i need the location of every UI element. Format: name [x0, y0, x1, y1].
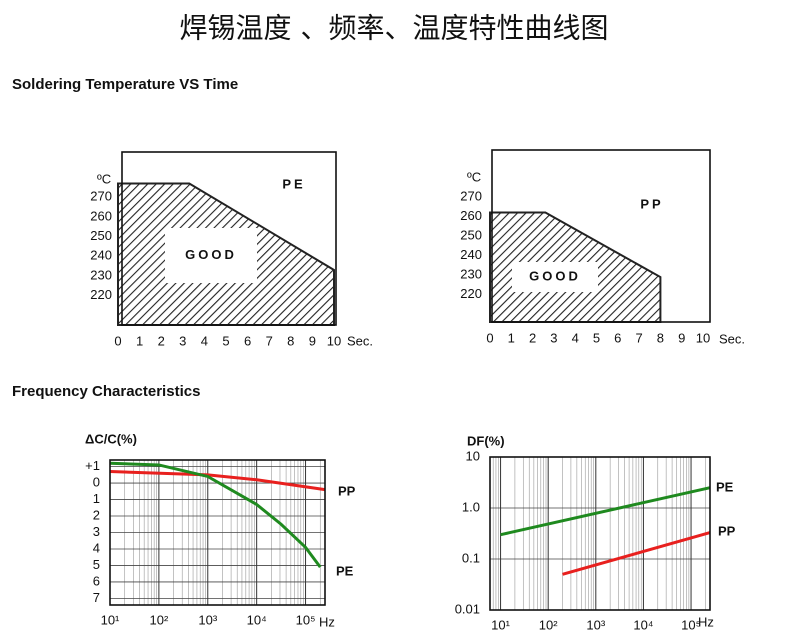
series-line [562, 531, 711, 576]
y-tick-label: 4 [93, 540, 100, 555]
x-tick-label: 4 [201, 333, 208, 348]
x-tick-label: 10³ [586, 617, 605, 632]
y-tick-label: 10 [466, 448, 480, 463]
y-tick-label: 260 [460, 208, 482, 223]
y-tick-label: +1 [85, 458, 100, 473]
page-title: 焊锡温度 、频率、温度特性曲线图 [180, 12, 609, 45]
series-label: PE [336, 563, 354, 578]
section-heading: Soldering Temperature VS Time [12, 76, 238, 93]
y-tick-label: 0.01 [455, 601, 480, 616]
y-tick-label: 230 [460, 267, 482, 282]
y-tick-label: 7 [93, 590, 100, 605]
material-label: PE [282, 176, 305, 191]
x-tick-label: 10⁴ [247, 612, 267, 627]
series-label: PP [718, 523, 736, 538]
y-tick-label: 1.0 [462, 499, 480, 514]
zone-label: GOOD [529, 268, 581, 283]
x-tick-label: 1 [508, 330, 515, 345]
y-tick-label: 1 [93, 491, 100, 506]
plot-frame [489, 456, 711, 611]
y-tick-label: 5 [93, 557, 100, 572]
series-line [109, 461, 322, 568]
x-axis-label: Sec. [719, 331, 745, 346]
x-tick-label: 10² [149, 612, 168, 627]
y-tick-label: 250 [90, 228, 112, 243]
x-tick-label: 6 [614, 330, 621, 345]
x-tick-label: 10 [696, 330, 710, 345]
material-label: PP [640, 196, 663, 211]
x-tick-label: 9 [309, 333, 316, 348]
section-heading: Frequency Characteristics [12, 383, 200, 400]
x-tick-label: 10⁵ [296, 612, 316, 627]
plot-frame [109, 459, 326, 606]
x-tick-label: 7 [266, 333, 273, 348]
x-tick-label: 2 [529, 330, 536, 345]
x-tick-label: 2 [158, 333, 165, 348]
x-tick-label: 5 [593, 330, 600, 345]
y-axis-label: ºC [97, 171, 111, 186]
x-tick-label: 10⁴ [633, 617, 653, 632]
x-tick-label: 10³ [198, 612, 217, 627]
y-tick-label: 6 [93, 573, 100, 588]
y-tick-label: 270 [90, 189, 112, 204]
y-axis-label: DF(%) [467, 433, 505, 448]
x-tick-label: 3 [179, 333, 186, 348]
y-tick-label: 260 [90, 208, 112, 223]
label-box [165, 228, 257, 283]
series-line [109, 470, 326, 492]
x-tick-label: 4 [572, 330, 579, 345]
x-tick-label: 5 [222, 333, 229, 348]
y-tick-label: 220 [90, 287, 112, 302]
y-axis-label: ΔC/C(%) [85, 431, 137, 446]
x-tick-label: 8 [657, 330, 664, 345]
x-tick-label: 10⁵ [681, 617, 701, 632]
plot-frame [121, 151, 337, 326]
y-tick-label: 3 [93, 524, 100, 539]
x-tick-label: 0 [114, 333, 121, 348]
y-tick-label: 0 [93, 475, 100, 490]
x-tick-label: 9 [678, 330, 685, 345]
series-label: PE [716, 479, 734, 494]
zone-label: GOOD [185, 247, 237, 262]
y-axis-label: ºC [467, 169, 481, 184]
x-tick-label: 6 [244, 333, 251, 348]
series-line [500, 486, 711, 537]
y-tick-label: 220 [460, 286, 482, 301]
label-box [512, 262, 598, 292]
y-tick-label: 2 [93, 507, 100, 522]
y-tick-label: 230 [90, 267, 112, 282]
x-tick-label: 7 [635, 330, 642, 345]
x-tick-label: 1 [136, 333, 143, 348]
x-tick-label: 10¹ [101, 612, 120, 627]
y-tick-label: 240 [90, 248, 112, 263]
plot-frame [491, 149, 711, 323]
x-axis-label: Sec. [347, 333, 373, 348]
y-tick-label: 240 [460, 247, 482, 262]
y-tick-label: 270 [460, 188, 482, 203]
x-axis-label: Hz [698, 614, 714, 629]
x-tick-label: 3 [550, 330, 557, 345]
y-tick-label: 250 [460, 227, 482, 242]
y-tick-label: 0.1 [462, 550, 480, 565]
x-tick-label: 8 [287, 333, 294, 348]
series-label: PP [338, 483, 356, 498]
x-tick-label: 10 [327, 333, 341, 348]
x-tick-label: 10¹ [491, 617, 510, 632]
x-axis-label: Hz [319, 614, 335, 629]
x-tick-label: 0 [486, 330, 493, 345]
x-tick-label: 10² [539, 617, 558, 632]
